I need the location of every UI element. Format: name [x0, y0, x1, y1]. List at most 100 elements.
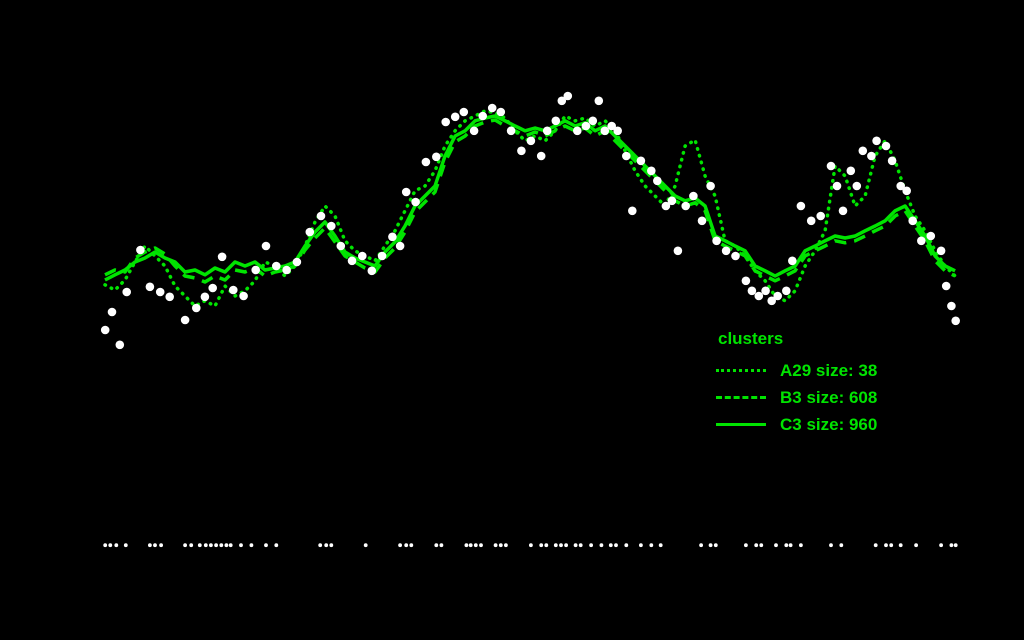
dotted-line-icon — [716, 369, 766, 372]
rug-mark — [614, 543, 618, 548]
rug-mark — [409, 543, 414, 548]
rug-mark — [203, 543, 208, 548]
rug-mark — [159, 543, 164, 548]
legend-item-c3: C3 size: 960 — [716, 411, 877, 438]
scatter-point — [432, 152, 441, 162]
rug-mark — [224, 543, 229, 548]
rug-mark — [108, 543, 113, 548]
scatter-point — [581, 121, 591, 131]
scatter-point — [557, 96, 567, 106]
scatter-point — [896, 181, 905, 191]
rug-mark — [649, 543, 654, 548]
scatter-point — [217, 252, 227, 262]
rug-mark — [744, 543, 748, 548]
scatter-point — [122, 287, 131, 297]
rug-mark — [658, 543, 663, 548]
rug-mark — [434, 543, 439, 548]
scatter-point — [542, 126, 552, 136]
scatter-point — [872, 136, 881, 146]
rug-mark — [473, 543, 478, 548]
scatter-point — [767, 296, 776, 306]
scatter-point — [100, 325, 110, 335]
scatter-point — [773, 291, 782, 301]
scatter-point — [136, 245, 145, 255]
scatter-point — [731, 251, 740, 261]
rug-mark — [608, 543, 613, 548]
rug-mark — [239, 543, 243, 548]
series-line-B3 — [104, 118, 956, 284]
rug-mark — [873, 543, 878, 548]
scatter-point — [887, 156, 897, 166]
scatter-point — [192, 303, 201, 313]
rug-mark — [799, 543, 803, 548]
scatter-point — [536, 151, 546, 161]
scatter-point — [594, 96, 604, 106]
scatter-point — [747, 286, 757, 296]
rug-mark — [754, 543, 759, 548]
rug-mark — [759, 543, 764, 548]
scatter-point — [563, 91, 573, 101]
scatter-point — [706, 181, 715, 191]
scatter-point — [796, 201, 806, 211]
scatter-point — [239, 291, 248, 301]
rug-mark — [774, 543, 778, 548]
rug-mark — [329, 543, 334, 548]
scatter-point — [600, 126, 610, 136]
scatter-point — [867, 151, 876, 161]
rug-mark — [318, 543, 323, 548]
scatter-point — [450, 112, 460, 122]
scatter-point — [336, 241, 346, 251]
rug-mark — [493, 543, 498, 548]
legend-item-b3: B3 size: 608 — [716, 384, 877, 411]
rug-mark — [148, 543, 152, 548]
rug-mark — [713, 543, 718, 548]
rug-mark — [219, 543, 224, 548]
rug-mark — [564, 543, 568, 548]
rug-mark — [404, 543, 409, 548]
scatter-point — [806, 216, 816, 226]
scatter-point — [613, 126, 622, 136]
scatter-point — [208, 283, 217, 293]
scatter-point — [316, 211, 326, 221]
rug-mark — [708, 543, 713, 548]
scatter-point — [681, 201, 690, 211]
rug-mark — [363, 543, 368, 548]
scatter-point — [636, 156, 646, 166]
scatter-point — [305, 227, 315, 237]
scatter-point — [377, 251, 387, 261]
rug-mark — [624, 543, 629, 548]
scatter-point — [661, 201, 671, 211]
scatter-point — [261, 241, 271, 251]
dashed-line-icon — [716, 396, 766, 399]
scatter-point — [846, 166, 856, 176]
scatter-point — [951, 316, 960, 326]
rug-mark — [559, 543, 563, 548]
scatter-point — [754, 291, 764, 301]
legend-title: clusters — [718, 329, 784, 348]
legend-label-c3: C3 size: 960 — [780, 415, 878, 434]
scatter-point — [816, 211, 825, 221]
scatter-point — [347, 256, 357, 266]
scatter-point — [782, 286, 791, 296]
scatter-point — [881, 141, 891, 151]
scatter-point — [506, 126, 516, 136]
scatter-point — [947, 301, 956, 311]
solid-line-icon — [716, 423, 766, 426]
scatter-point — [832, 181, 842, 191]
rug-mark — [479, 543, 483, 548]
rug-mark — [953, 543, 958, 548]
scatter-point — [411, 197, 420, 207]
scatter-point — [496, 107, 506, 117]
scatter-point — [478, 111, 488, 121]
legend-label-a29: A29 size: 38 — [780, 361, 878, 380]
rug-mark — [439, 543, 444, 548]
scatter-point — [292, 257, 302, 267]
rug-mark — [197, 543, 202, 548]
scatter-point — [573, 126, 582, 136]
series-line-A29 — [103, 109, 957, 308]
rug-mark — [468, 543, 473, 548]
rug-mark — [209, 543, 213, 548]
rug-mark — [189, 543, 194, 548]
legend-label-b3: B3 size: 608 — [780, 388, 878, 407]
